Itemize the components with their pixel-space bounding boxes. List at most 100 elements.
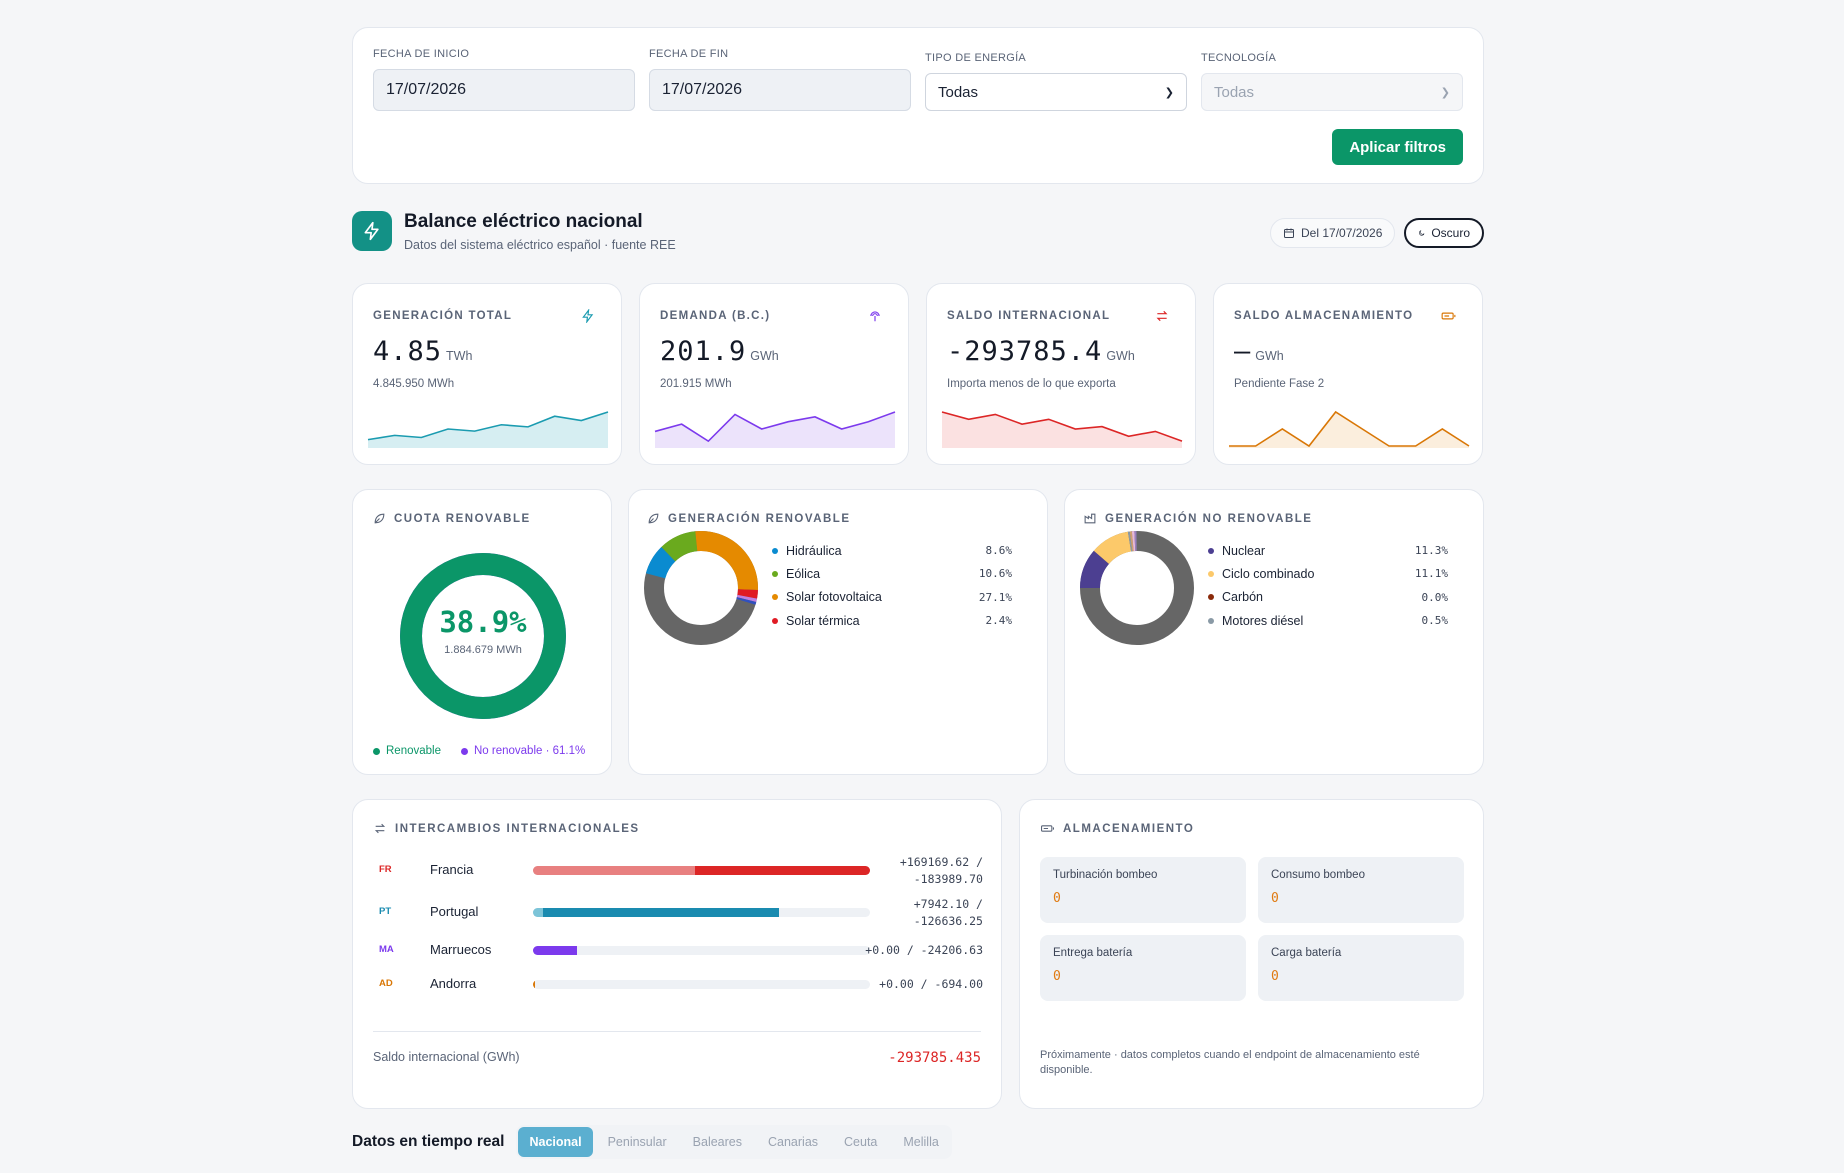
renewable-share-sub: 1.884.679 MWh	[444, 644, 522, 656]
theme-toggle-label: Oscuro	[1431, 226, 1470, 240]
legend-value: 11.3%	[1414, 544, 1448, 558]
kpi-label: DEMANDA (B.C.)	[660, 310, 771, 322]
storage-box-name: Carga batería	[1271, 947, 1342, 959]
renewable-share-card: CUOTA RENOVABLE 38.9% 1.884.679 MWh Reno…	[352, 489, 612, 775]
date-range-text: Del 17/07/2026	[1301, 226, 1383, 240]
legend-dot	[772, 547, 778, 554]
technology-select[interactable]: Todas ❯	[1201, 73, 1463, 111]
leaf-icon	[374, 513, 385, 524]
legend-text: No renovable · 61.1%	[473, 745, 586, 757]
realtime-title: Datos en tiempo real	[352, 1132, 505, 1150]
donut-slice	[1080, 531, 1194, 645]
tab-nacional[interactable]: Nacional	[518, 1126, 593, 1157]
storage-box-value: 0	[1053, 891, 1061, 906]
renewable-donut	[644, 531, 758, 645]
storage-box-value: 0	[1053, 969, 1061, 984]
legend-text: Renovable	[386, 745, 441, 757]
international-exchanges-card: INTERCAMBIOS INTERNACIONALES FR Francia …	[352, 799, 1002, 1109]
storage-box: Entrega batería 0	[1040, 935, 1246, 1001]
tab-canarias[interactable]: Canarias	[768, 1134, 819, 1149]
sparkline	[654, 411, 896, 448]
sparkline	[941, 411, 1183, 448]
page-title: Balance eléctrico nacional	[404, 211, 643, 232]
exchange-value-line: -183989.70	[913, 872, 983, 886]
sparkline	[1229, 410, 1470, 448]
kpi-value: 201.9 GWh	[660, 336, 779, 367]
date-range-pill[interactable]: Del 17/07/2026	[1270, 218, 1396, 248]
bolt-icon	[582, 309, 594, 323]
legend-name: Hidráulica	[786, 543, 842, 558]
legend-name: Eólica	[786, 566, 821, 581]
export-segment	[694, 866, 870, 875]
nonrenewable-generation-card: GENERACIÓN NO RENOVABLE Nuclear 11.3% Cicl…	[1064, 489, 1484, 775]
tab-baleares[interactable]: Baleares	[692, 1134, 742, 1149]
divider	[373, 1031, 981, 1032]
start-date-label: FECHA DE INICIO	[373, 48, 470, 60]
section-label: GENERACIÓN NO RENOVABLE	[1083, 512, 1312, 525]
sparkline-line	[367, 411, 609, 441]
kpi-label: SALDO ALMACENAMIENTO	[1234, 310, 1414, 322]
theme-toggle-button[interactable]: Oscuro	[1404, 218, 1484, 248]
exchange-value-line: +169169.62 /	[899, 855, 983, 869]
kpi-card-international: SALDO INTERNACIONAL -293785.4 GWh Importa…	[926, 283, 1196, 465]
renewable-legend: Hidráulica 8.6% Eólica 10.6% Solar fotovolta…	[772, 539, 1012, 632]
start-date-input[interactable]: 17/07/2026	[373, 69, 635, 111]
sparkline-line	[1229, 410, 1470, 448]
kpi-value: -293785.4 GWh	[947, 336, 1135, 367]
legend-value: 11.1%	[1414, 567, 1448, 581]
sparkline-area	[1229, 412, 1469, 448]
end-date-label: FECHA DE FIN	[649, 48, 729, 60]
country-name: Portugal	[430, 904, 479, 919]
sparkline-line	[941, 411, 1183, 442]
kpi-number: -293785.4	[947, 336, 1103, 367]
legend-dot	[1208, 617, 1214, 624]
end-date-input[interactable]: 17/07/2026	[649, 69, 911, 111]
sparkline-area	[655, 412, 895, 448]
sparkline-area	[368, 412, 608, 448]
balance-label: Saldo internacional (GWh)	[373, 1050, 520, 1064]
legend-name: Motores diésel	[1222, 613, 1304, 628]
donut-slice	[644, 531, 758, 645]
apply-filters-button[interactable]: Aplicar filtros	[1332, 129, 1463, 165]
section-label: INTERCAMBIOS INTERNACIONALES	[373, 822, 640, 835]
legend-name: Solar térmica	[786, 613, 860, 628]
energy-type-label: TIPO DE ENERGÍA	[925, 52, 1027, 64]
legend-dot	[772, 617, 778, 624]
region-tabs: Nacional Peninsular Baleares Canarias Ce…	[516, 1124, 952, 1159]
legend-value: 0.0%	[1421, 590, 1449, 604]
tab-peninsular[interactable]: Peninsular	[607, 1134, 667, 1149]
renewable-share-legend: Renovable No renovable · 61.1%	[373, 745, 585, 757]
kpi-card-storage: SALDO ALMACENAMIENTO — GWh Pendiente Fase…	[1213, 283, 1483, 465]
country-name: Marruecos	[430, 942, 492, 957]
kpi-value: 4.85 TWh	[373, 336, 472, 367]
legend-name: Carbón	[1222, 590, 1263, 605]
exchange-value: +0.00 / -694.00	[879, 976, 983, 993]
kpi-number: 4.85	[373, 336, 443, 367]
energy-type-select[interactable]: Todas ❯	[925, 73, 1187, 111]
section-label-text: INTERCAMBIOS INTERNACIONALES	[395, 822, 640, 835]
kpi-unit: TWh	[446, 349, 473, 363]
storage-box-name: Entrega batería	[1053, 947, 1133, 959]
storage-card: ALMACENAMIENTO Turbinación bombeo 0 Cons…	[1019, 799, 1484, 1109]
kpi-label: GENERACIÓN TOTAL	[373, 310, 513, 322]
storage-box-value: 0	[1271, 891, 1279, 906]
import-segment	[533, 866, 695, 875]
kpi-label: SALDO INTERNACIONAL	[947, 310, 1111, 322]
swap-icon	[1156, 310, 1168, 322]
storage-box-name: Turbinación bombeo	[1053, 869, 1158, 881]
chevron-down-icon: ❯	[1440, 86, 1450, 99]
kpi-unit: GWh	[1106, 349, 1135, 363]
energy-type-value: Todas	[938, 83, 979, 101]
antenna-icon	[870, 311, 880, 322]
calendar-icon	[1284, 228, 1294, 238]
tab-ceuta[interactable]: Ceuta	[844, 1134, 878, 1149]
kpi-sub: Pendiente Fase 2	[1234, 378, 1325, 390]
legend-item: Solar fotovoltaica 27.1%	[772, 586, 1012, 609]
exchange-value: +7942.10 / -126636.25	[914, 896, 983, 930]
country-name: Francia	[430, 862, 474, 877]
legend-item-nonrenewable: No renovable · 61.1%	[460, 745, 586, 757]
legend-item: Motores diésel 0.5%	[1208, 609, 1448, 632]
bolt-icon	[352, 211, 392, 251]
kpi-sub: 201.915 MWh	[660, 378, 732, 390]
tab-melilla[interactable]: Melilla	[903, 1134, 939, 1149]
